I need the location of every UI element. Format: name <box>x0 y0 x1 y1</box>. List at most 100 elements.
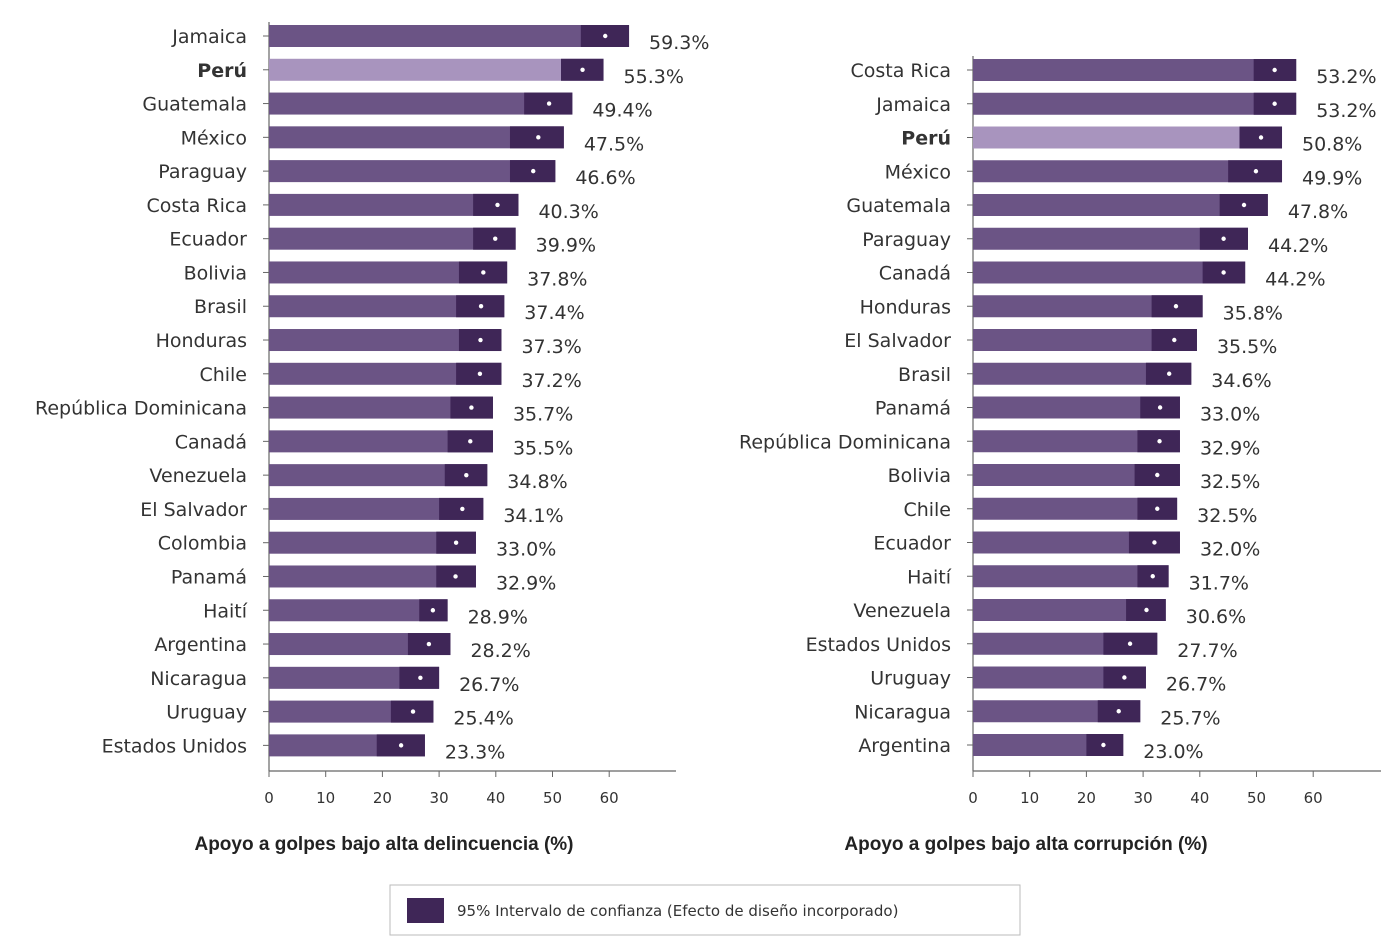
x-tick-label: 0 <box>968 789 978 807</box>
data-label: 37.4% <box>524 302 584 324</box>
category-label: El Salvador <box>140 499 247 521</box>
point-estimate <box>1253 169 1259 174</box>
category-label: El Salvador <box>844 330 951 352</box>
data-label: 34.8% <box>507 471 567 493</box>
x-tick-label: 40 <box>1190 789 1209 807</box>
data-label: 49.4% <box>592 100 652 122</box>
point-estimate <box>481 270 486 275</box>
bar <box>269 464 488 487</box>
point-estimate <box>495 202 500 208</box>
bar <box>973 160 1283 183</box>
data-label: 32.5% <box>1200 471 1260 493</box>
bar <box>973 531 1180 554</box>
point-estimate <box>430 608 436 613</box>
category-label: Panamá <box>171 566 247 588</box>
category-label: Uruguay <box>166 702 247 724</box>
data-label: 33.0% <box>1200 404 1260 426</box>
bar <box>269 362 502 385</box>
bar <box>269 565 476 588</box>
data-label: 32.0% <box>1200 539 1260 561</box>
x-tick-label: 20 <box>1077 789 1096 807</box>
x-tick-label: 30 <box>430 789 449 807</box>
data-label: 25.7% <box>1160 707 1220 729</box>
point-estimate <box>398 743 404 748</box>
legend-label: 95% Intervalo de confianza (Efecto de di… <box>457 902 898 920</box>
bar <box>269 396 493 419</box>
point-estimate <box>546 101 552 106</box>
data-label: 31.7% <box>1189 572 1249 594</box>
bar <box>973 599 1166 621</box>
category-label: Paraguay <box>158 161 247 183</box>
point-estimate <box>426 641 432 647</box>
category-label: Jamaica <box>875 94 951 116</box>
bar <box>269 430 493 453</box>
bar <box>269 329 502 352</box>
data-label: 35.5% <box>1217 336 1277 358</box>
data-label: 55.3% <box>624 66 684 88</box>
bar <box>973 227 1248 250</box>
category-label: Panamá <box>875 398 951 420</box>
data-label: 28.2% <box>470 640 530 662</box>
category-label: Jamaica <box>171 26 247 48</box>
bar <box>973 565 1169 588</box>
legend-box <box>389 884 1021 936</box>
category-label: Nicaragua <box>854 701 951 723</box>
point-estimate <box>1221 270 1226 275</box>
data-label: 23.3% <box>445 741 505 763</box>
point-estimate <box>468 439 473 444</box>
x-tick-label: 10 <box>316 789 335 807</box>
data-label: 25.4% <box>453 708 513 730</box>
bar <box>973 464 1180 486</box>
data-label: 53.2% <box>1316 66 1376 88</box>
category-label: Estados Unidos <box>102 735 247 757</box>
point-estimate <box>1152 540 1157 545</box>
point-estimate <box>1221 236 1226 241</box>
data-label: 35.8% <box>1223 302 1283 324</box>
bar <box>973 396 1180 419</box>
point-estimate <box>1173 304 1179 309</box>
category-label: Estados Unidos <box>806 634 951 656</box>
category-label: República Dominicana <box>35 398 247 420</box>
point-estimate <box>1101 742 1106 748</box>
x-tick-label: 50 <box>543 789 562 807</box>
data-label: 39.9% <box>536 235 596 257</box>
data-label: 44.2% <box>1265 269 1325 291</box>
category-label: Argentina <box>154 634 247 656</box>
data-label: 34.6% <box>1211 370 1271 392</box>
data-label: 37.3% <box>521 336 581 358</box>
legend: 95% Intervalo de confianza (Efecto de di… <box>389 884 1021 936</box>
point-estimate <box>477 371 483 376</box>
category-label: Perú <box>901 128 951 150</box>
bar <box>973 497 1178 520</box>
point-estimate <box>460 506 465 512</box>
data-label: 37.2% <box>521 370 581 392</box>
x-tick-label: 60 <box>1304 789 1323 807</box>
bar <box>973 666 1146 689</box>
category-label: Bolivia <box>888 465 951 487</box>
category-label: Haití <box>203 600 248 622</box>
bar <box>269 227 516 250</box>
bar <box>973 92 1297 115</box>
data-label: 26.7% <box>459 674 519 696</box>
bar <box>269 531 476 554</box>
bar <box>269 497 484 520</box>
point-estimate <box>1157 405 1163 410</box>
category-label: Colombia <box>158 533 247 555</box>
category-label: República Dominicana <box>739 431 951 453</box>
category-label: Venezuela <box>853 600 951 622</box>
point-estimate <box>580 67 585 72</box>
point-estimate <box>1272 101 1277 106</box>
data-label: 23.0% <box>1143 741 1203 763</box>
bar <box>973 126 1283 149</box>
bar <box>269 261 508 284</box>
category-label: Canadá <box>879 263 951 285</box>
x-tick-label: 60 <box>600 789 619 807</box>
data-label: 44.2% <box>1268 235 1328 257</box>
data-label: 47.5% <box>584 133 644 155</box>
point-estimate <box>464 472 469 478</box>
point-estimate <box>1157 439 1162 444</box>
point-estimate <box>1258 135 1264 140</box>
data-label: 32.5% <box>1197 505 1257 527</box>
data-label: 59.3% <box>649 32 709 54</box>
